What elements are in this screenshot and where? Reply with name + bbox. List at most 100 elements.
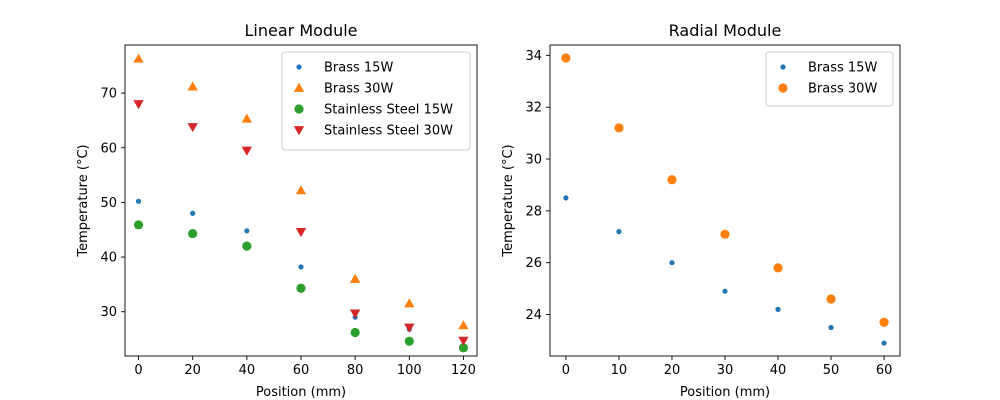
legend-label: Stainless Steel 30W [324, 124, 453, 139]
data-point [349, 273, 361, 283]
legend-box [281, 51, 471, 151]
series-brass-15w [563, 195, 887, 346]
data-point [667, 175, 677, 185]
y-tick-label: 40 [100, 251, 117, 266]
x-tick-label: 20 [184, 363, 201, 378]
x-tick-label: 60 [876, 363, 893, 378]
x-tick-label: 40 [239, 363, 256, 378]
series-stainless-steel-30w [133, 100, 469, 346]
legend-marker [294, 104, 304, 114]
data-point [244, 228, 250, 234]
y-tick-label: 34 [525, 49, 542, 64]
y-tick-label: 30 [525, 153, 542, 168]
y-tick-label: 30 [100, 305, 117, 320]
x-tick-label: 120 [451, 363, 476, 378]
y-tick-label: 26 [525, 256, 542, 271]
y-tick-label: 50 [100, 196, 117, 211]
data-point [187, 123, 198, 133]
data-point [242, 241, 252, 251]
data-point [190, 210, 196, 216]
data-point [458, 343, 469, 353]
data-point [775, 306, 781, 312]
data-point [773, 263, 783, 273]
legend-entry: Stainless Steel 15W [294, 103, 453, 118]
data-point [881, 340, 887, 346]
legend-label: Brass 30W [324, 82, 393, 97]
x-tick-label: 50 [823, 363, 840, 378]
series-stainless-steel-15w [133, 220, 469, 353]
legend-box [765, 51, 894, 107]
legend: Brass 15W Brass 30W Stainless Steel 15W Sta… [281, 51, 471, 151]
data-point [295, 185, 307, 195]
legend-entry: Brass 15W [296, 61, 393, 76]
data-point [349, 309, 361, 319]
data-point [458, 320, 469, 330]
data-point [720, 229, 730, 239]
x-tick-label: 0 [134, 363, 142, 378]
data-point [295, 228, 307, 238]
data-point [616, 229, 622, 235]
x-axis-label: Position (mm) [680, 385, 770, 400]
data-point [614, 123, 624, 133]
data-point [135, 198, 142, 204]
legend-label: Brass 30W [808, 82, 877, 97]
data-point [669, 260, 675, 266]
data-point [133, 53, 144, 63]
legend-marker [296, 64, 302, 70]
x-tick-label: 20 [664, 363, 681, 378]
legend-entry: Stainless Steel 30W [293, 124, 453, 139]
legend-entry: Brass 30W [778, 82, 877, 97]
x-axis-label: Position (mm) [256, 385, 346, 400]
data-point [187, 81, 198, 91]
data-point [133, 220, 144, 230]
data-point [561, 53, 571, 63]
legend-label: Stainless Steel 15W [324, 103, 453, 118]
data-point [404, 298, 415, 308]
x-tick-label: 40 [770, 363, 787, 378]
x-tick-label: 0 [562, 363, 570, 378]
data-point [828, 324, 834, 331]
y-tick-label: 60 [100, 141, 117, 156]
legend-entry: Brass 30W [293, 82, 393, 97]
data-point [563, 195, 569, 201]
data-point [458, 336, 469, 346]
y-axis-label: Temperature (°C) [501, 144, 516, 257]
series-brass-15w [135, 198, 467, 349]
data-point [241, 113, 253, 123]
y-tick-label: 28 [525, 204, 542, 219]
y-tick-label: 70 [100, 87, 117, 102]
data-point [722, 288, 728, 294]
data-point [879, 317, 889, 327]
chart-radial-module: Radial Module 0 10 20 30 40 50 60 24 26 28 30 32 34 Po… [501, 21, 901, 400]
x-tick-label: 100 [397, 363, 422, 378]
y-tick-label: 32 [525, 101, 542, 116]
data-point [241, 146, 253, 156]
legend-label: Brass 15W [808, 61, 877, 76]
data-point [296, 283, 306, 293]
data-point [350, 327, 360, 338]
chart-title: Linear Module [245, 21, 358, 40]
data-point [298, 264, 304, 270]
data-point [826, 294, 836, 304]
chart-title: Radial Module [669, 21, 782, 40]
x-tick-label: 80 [347, 363, 364, 378]
legend-marker [780, 64, 786, 70]
legend-marker [293, 126, 305, 136]
chart-linear-module: Linear Module 0 20 40 60 80 100 120 30 40 50 60 70 Po… [76, 21, 478, 400]
legend-marker [778, 83, 788, 93]
x-tick-label: 10 [611, 363, 628, 378]
data-point [404, 323, 415, 333]
data-point [133, 100, 144, 110]
y-axis-label: Temperature (°C) [76, 144, 91, 257]
legend-marker [293, 82, 305, 92]
legend-entry: Brass 15W [780, 61, 877, 76]
series-brass-30w [133, 53, 469, 330]
x-tick-label: 60 [293, 363, 310, 378]
data-point [404, 336, 414, 346]
x-tick-label: 30 [717, 363, 734, 378]
y-tick-label: 24 [525, 308, 542, 323]
legend: Brass 15W Brass 30W [765, 51, 894, 107]
data-point [188, 228, 198, 239]
legend-label: Brass 15W [324, 61, 393, 76]
